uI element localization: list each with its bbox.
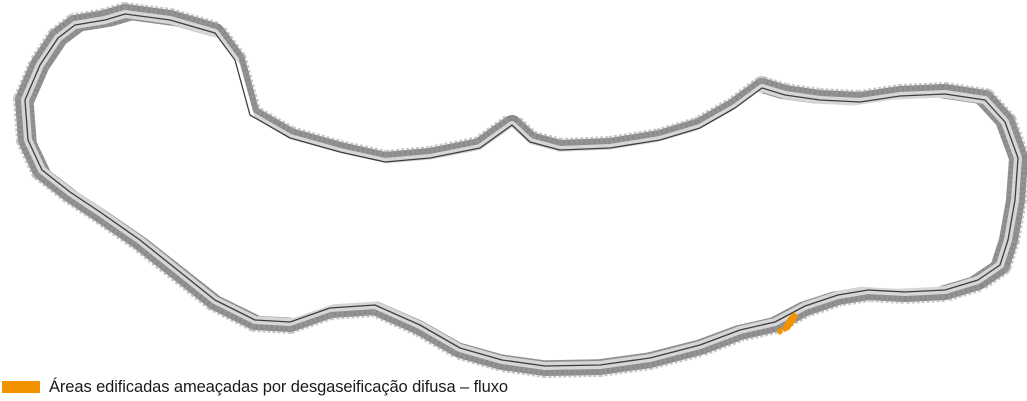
threatened-area-patch	[777, 327, 783, 335]
threatened-area-patch	[782, 312, 798, 332]
threatened-areas	[777, 312, 798, 335]
map-legend: Áreas edificadas ameaçadas por desgaseif…	[2, 377, 508, 397]
legend-swatch-threatened-areas	[2, 381, 40, 393]
legend-label-threatened-areas: Áreas edificadas ameaçadas por desgaseif…	[49, 377, 508, 396]
island-interior	[33, 20, 1009, 361]
